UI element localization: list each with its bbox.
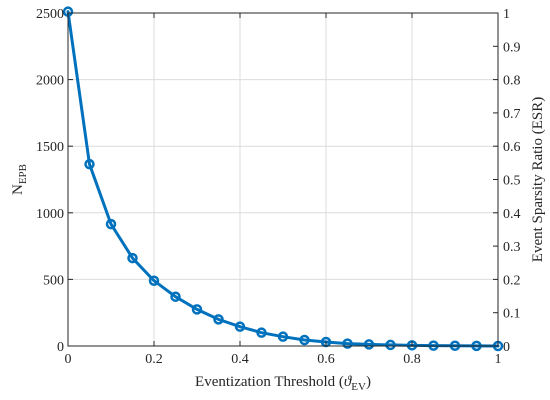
series-line [66,10,500,348]
y-tick-label-right: 0.4 [503,207,521,222]
y-axis-title-right: Event Sparsity Ratio (ESR) [530,97,546,262]
data-point-marker [277,331,289,342]
y-tick-label-left: 1500 [36,140,64,155]
y-tick-label-right: 0.5 [503,174,521,189]
data-point-marker [127,252,138,264]
y-tick-label-left: 2000 [36,74,64,89]
x-tick-label: 0.6 [317,352,335,367]
data-point-marker [191,304,203,315]
y-tick-label-right: 1 [503,7,510,22]
y-tick-label-left: 0 [57,340,64,355]
data-point-marker [148,275,160,286]
y-tick-label-right: 0.1 [503,307,521,322]
y-tick-label-right: 0.6 [503,140,521,155]
x-tick-label: 0.4 [231,352,249,367]
x-axis-title-subscript: EV [351,381,366,393]
series-layer [62,6,504,352]
y-tick-label-left: 2500 [36,7,64,22]
y-tick-label-right: 0.9 [503,40,521,55]
y-tick-label-left: 1000 [36,207,64,222]
y-axis-title-left: NEPB [10,164,29,195]
x-tick-label: 0.2 [145,352,163,367]
data-point-marker [213,314,224,325]
data-point-marker [342,338,353,349]
y-tick-label-right: 0 [503,340,510,355]
data-point-marker [105,218,117,230]
ticks: 0 0.2 0.4 0.6 0.8 10500100015002000250000.10.… [36,7,521,367]
data-point-marker [256,327,267,338]
plot-frame [67,12,499,347]
x-tick-label: 0 [65,352,72,367]
y-axis-title-left-subscript: EPB [17,164,29,184]
x-axis-title: Eventization Threshold (ϑEV) [195,374,371,393]
data-point-marker [84,158,95,170]
grid [67,12,499,347]
y-tick-label-right: 0.2 [503,273,521,288]
data-point-marker [234,321,246,332]
y-tick-label-left: 500 [43,273,64,288]
x-tick-label: 1 [495,352,502,367]
data-point-marker [299,334,310,346]
data-point-marker [385,339,396,351]
y-tick-label-right: 0.8 [503,74,521,89]
data-point-marker [363,339,375,350]
x-axis-title-symbol: ϑ [344,374,353,390]
x-tick-label: 0.8 [403,352,421,367]
y-tick-label-right: 0.7 [503,107,521,122]
data-point-marker [170,291,181,302]
y-tick-label-right: 0.3 [503,240,521,255]
